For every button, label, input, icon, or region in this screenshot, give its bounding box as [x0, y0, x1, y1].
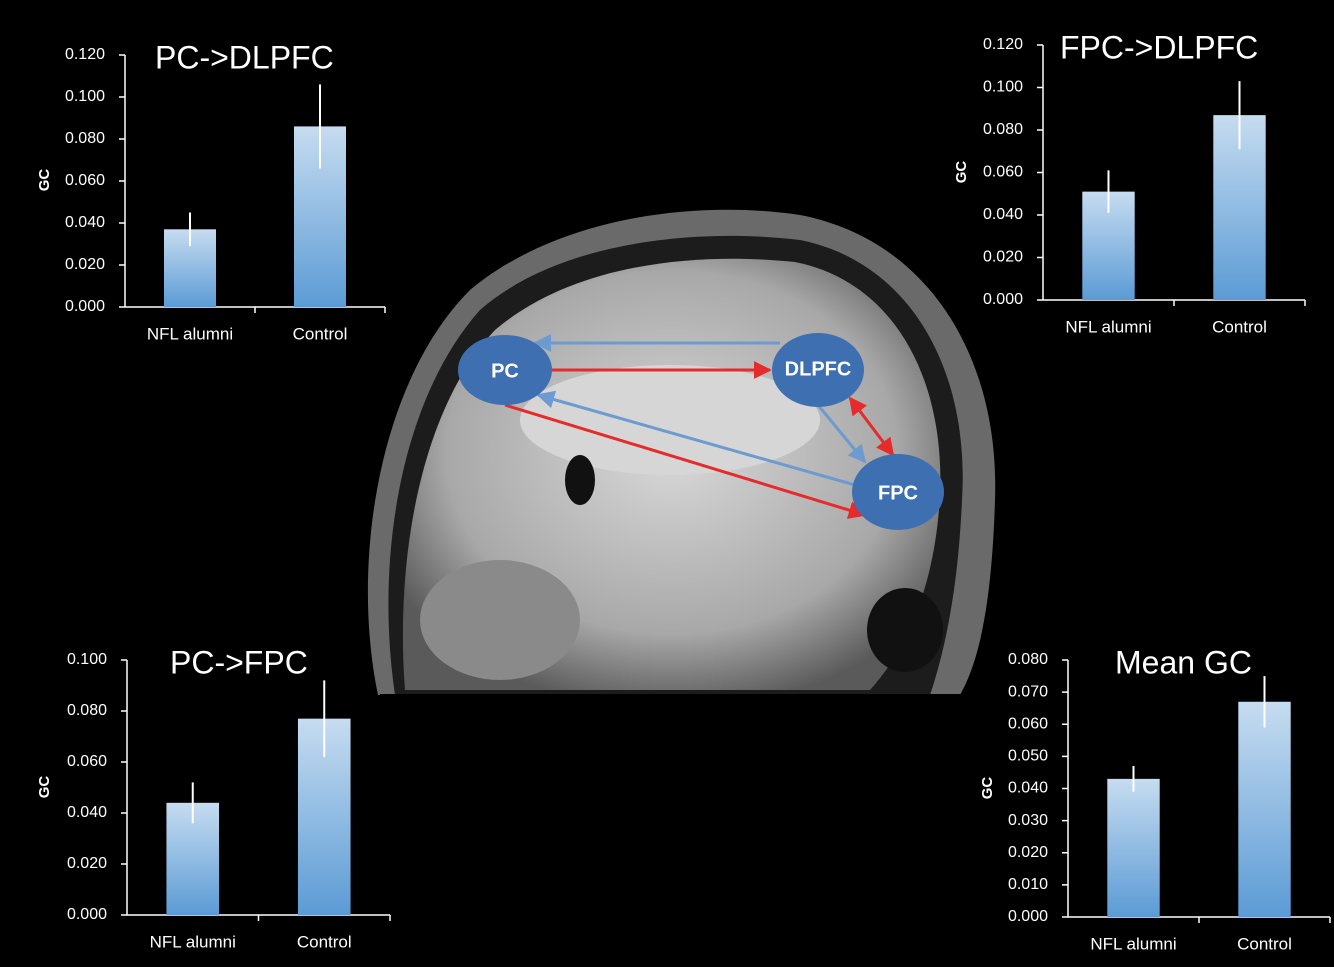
chart-title: FPC->DLPFC [1060, 29, 1258, 65]
x-tick-label: NFL alumni [147, 324, 233, 343]
y-tick-label: 0.020 [1008, 844, 1048, 861]
y-tick-label: 0.000 [65, 298, 105, 315]
x-tick-label: NFL alumni [150, 932, 236, 951]
y-tick-label: 0.050 [1008, 748, 1048, 765]
node-label: FPC [878, 482, 918, 504]
y-tick-label: 0.120 [983, 36, 1023, 53]
bar [1238, 702, 1290, 917]
ventricle [565, 455, 595, 505]
y-tick-label: 0.070 [1008, 683, 1048, 700]
y-axis-label: GC [979, 777, 996, 800]
figure: PC DLPFC FPC PC->DLPFC GC 0.000 0.020 0.040 0… [0, 0, 1334, 967]
y-tick-label: 0.080 [67, 702, 107, 719]
y-tick-label: 0.040 [983, 206, 1023, 223]
y-tick-label: 0.080 [65, 130, 105, 147]
bar-chart: Mean GC GC 0.000 0.010 0.020 0.030 0.040 0.050 0… [979, 644, 1330, 953]
y-tick-label: 0.080 [983, 121, 1023, 138]
chart-title: PC->FPC [170, 644, 308, 680]
chart-title: PC->DLPFC [155, 39, 334, 75]
y-tick-label: 0.040 [67, 804, 107, 821]
bar-chart: PC->FPC GC 0.000 0.020 0.040 0.060 0.080 0.100 N… [36, 644, 390, 951]
x-tick-label: NFL alumni [1065, 317, 1151, 336]
x-tick-label: Control [1237, 934, 1292, 953]
y-tick-label: 0.000 [983, 291, 1023, 308]
y-tick-label: 0.040 [65, 214, 105, 231]
y-tick-label: 0.060 [1008, 715, 1048, 732]
y-tick-label: 0.060 [983, 164, 1023, 181]
y-tick-label: 0.030 [1008, 812, 1048, 829]
y-tick-label: 0.080 [1008, 651, 1048, 668]
brain-image [368, 210, 1000, 695]
bar [1107, 779, 1159, 917]
node-label: PC [491, 360, 519, 382]
node-label: DLPFC [785, 358, 852, 380]
y-tick-label: 0.020 [65, 256, 105, 273]
y-axis-label: GC [953, 161, 970, 184]
y-tick-label: 0.120 [65, 46, 105, 63]
y-axis-label: GC [36, 169, 53, 192]
eye [867, 588, 943, 672]
x-tick-label: Control [293, 324, 348, 343]
y-tick-label: 0.020 [67, 855, 107, 872]
y-tick-label: 0.100 [983, 79, 1023, 96]
y-tick-label: 0.100 [65, 88, 105, 105]
y-tick-label: 0.000 [1008, 908, 1048, 925]
x-tick-label: NFL alumni [1090, 934, 1176, 953]
y-tick-label: 0.060 [67, 753, 107, 770]
y-tick-label: 0.100 [67, 651, 107, 668]
y-tick-label: 0.040 [1008, 780, 1048, 797]
y-tick-label: 0.020 [983, 249, 1023, 266]
y-axis-label: GC [36, 776, 53, 799]
chart-title: Mean GC [1115, 644, 1252, 680]
page: {"chart_data": [ {"type": "bar", "title"… [0, 0, 1334, 967]
bar-chart: PC->DLPFC GC 0.000 0.020 0.040 0.060 0.080 0.10… [36, 39, 385, 343]
x-tick-label: Control [297, 932, 352, 951]
y-tick-label: 0.060 [65, 172, 105, 189]
y-tick-label: 0.000 [67, 906, 107, 923]
bar-chart: FPC->DLPFC GC 0.000 0.020 0.040 0.060 0.080 0.1… [953, 29, 1305, 336]
y-tick-label: 0.010 [1008, 876, 1048, 893]
cerebellum [420, 560, 580, 680]
x-tick-label: Control [1212, 317, 1267, 336]
